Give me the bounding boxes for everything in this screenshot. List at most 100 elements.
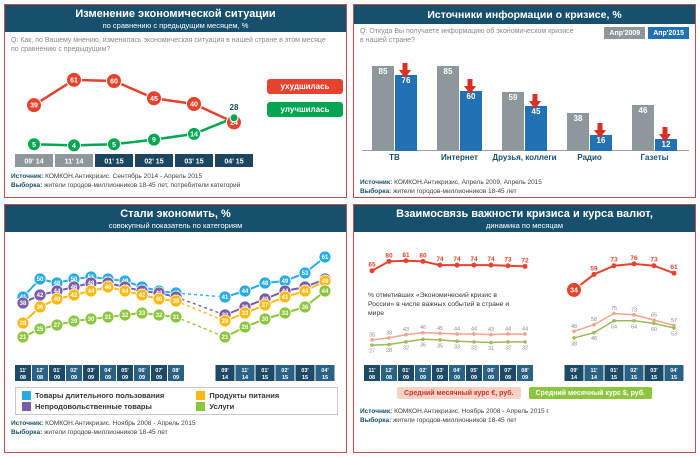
source-line: Источник: КОМКОН.Антикризис. Ноябрь 2008… <box>11 419 196 428</box>
sample-label: Выборка: <box>11 429 43 437</box>
bar-value: 85 <box>443 67 453 76</box>
x-axis-month: 11' <box>368 368 376 374</box>
x-axis-month: 11' <box>19 368 27 374</box>
percent-label: 34 <box>570 287 578 294</box>
x-axis-month: 07' <box>504 368 512 374</box>
value-label: 9 <box>152 137 156 144</box>
data-point <box>50 318 64 332</box>
sample-label: Выборка: <box>360 417 392 425</box>
panel-economic-situation: Изменение экономической ситуации по срав… <box>4 4 347 198</box>
x-axis-year: 14 <box>591 375 598 381</box>
x-axis-label: 03' 15 <box>184 159 203 166</box>
data-point <box>489 340 493 345</box>
data-point <box>152 308 166 322</box>
data-point <box>652 321 656 326</box>
series-line <box>22 311 177 338</box>
data-point <box>612 311 616 316</box>
x-axis-month: 04' <box>670 368 678 374</box>
series-line <box>22 285 177 324</box>
x-axis-year: 08 <box>20 375 26 381</box>
gap-connector <box>175 292 226 298</box>
legend-label: Непродовольственные товары <box>35 402 152 411</box>
value-label: 42 <box>37 293 44 299</box>
data-point <box>238 284 252 298</box>
data-point <box>472 340 476 344</box>
x-axis-month: 04' <box>453 368 461 374</box>
legend-label: Продукты питания <box>209 391 280 400</box>
x-axis-year: 15 <box>631 375 637 381</box>
x-axis-label-box <box>83 365 99 381</box>
data-point <box>522 263 528 269</box>
data-point <box>16 316 30 330</box>
rate-label: 44 <box>471 326 477 332</box>
rate-label: 44 <box>505 326 511 332</box>
x-axis-label-box <box>604 365 624 381</box>
panel-header: Взаимосвязь важности кризиса и курса вал… <box>354 205 695 232</box>
x-axis-year: 08 <box>386 375 392 381</box>
value-label: 29 <box>222 319 229 325</box>
data-point <box>370 343 374 347</box>
series-line <box>371 331 525 341</box>
x-axis-year: 15 <box>611 375 617 381</box>
x-axis-label-box <box>432 365 448 381</box>
data-point <box>672 323 676 328</box>
data-point <box>33 300 47 314</box>
value-label: 36 <box>37 305 44 311</box>
sample-label: Выборка: <box>360 188 392 196</box>
x-axis-label-box <box>466 365 482 381</box>
x-axis-month: 02' <box>419 368 427 374</box>
data-point <box>186 96 202 112</box>
x-axis-month: 01' <box>261 368 269 374</box>
data-point <box>67 138 81 153</box>
bar-value: 60 <box>466 92 476 101</box>
data-point <box>147 132 161 147</box>
survey-question: Q: Как, по Вашему мнению, изменилась эко… <box>11 37 326 54</box>
percent-label: 74 <box>436 256 444 263</box>
data-point <box>632 313 636 317</box>
bar-2015: 76 <box>395 75 417 151</box>
decline-arrow-icon <box>464 79 476 94</box>
value-label: 40 <box>190 102 198 109</box>
bar-group: 85 76 <box>362 51 427 151</box>
series-line <box>22 275 177 298</box>
x-axis-month: 02' <box>70 368 78 374</box>
series-line <box>371 338 525 346</box>
x-axis-year: 09 <box>471 375 477 381</box>
data-point <box>572 329 576 334</box>
panel-subtitle: совокупный показатель по категориям <box>108 220 243 230</box>
value-label: 21 <box>222 335 229 341</box>
situation-line-chart: 09' 14 11' 14 01' 15 02' 15 03' 15 04' 15 39 61… <box>15 71 253 167</box>
data-point <box>169 294 183 308</box>
decline-arrow-icon <box>529 94 541 109</box>
x-axis-label-box <box>255 365 275 381</box>
percent-label: 72 <box>521 257 529 264</box>
data-point <box>505 263 511 269</box>
rate-label: 33 <box>454 345 460 351</box>
percent-label: 74 <box>453 256 461 263</box>
x-axis-label-box <box>175 154 213 167</box>
data-point <box>612 318 616 323</box>
data-point <box>278 290 292 304</box>
panel-title: Стали экономить, % <box>120 208 231 220</box>
value-label: 48 <box>262 281 269 287</box>
decline-arrow-icon <box>399 63 411 78</box>
source-label: Источник: <box>360 408 393 415</box>
sample-text: жители городов-миллионников 18-45 лет <box>393 188 517 196</box>
crisis-currency-line-chart: 11'0812'0801'0902'0903'0904'0905'0906'09… <box>364 252 684 381</box>
value-label: 33 <box>139 311 146 317</box>
data-point <box>489 332 493 337</box>
sample-label: Выборка: <box>11 182 43 190</box>
legend-eur-rate: Средний месячный курс €, руб. <box>397 387 521 399</box>
value-label: 39 <box>173 299 180 305</box>
bar-value: 59 <box>508 93 518 102</box>
data-point <box>506 332 510 336</box>
panel-header: Стали экономить, % совокупный показатель… <box>5 205 346 232</box>
x-axis-label-box <box>49 365 65 381</box>
rate-label: 35 <box>437 343 443 349</box>
x-axis-year: 08 <box>369 375 375 381</box>
value-label: 30 <box>262 317 269 323</box>
rate-label: 38 <box>571 341 577 347</box>
bar-group: 59 45 <box>492 51 557 151</box>
data-point <box>67 288 81 302</box>
data-point <box>84 312 98 326</box>
